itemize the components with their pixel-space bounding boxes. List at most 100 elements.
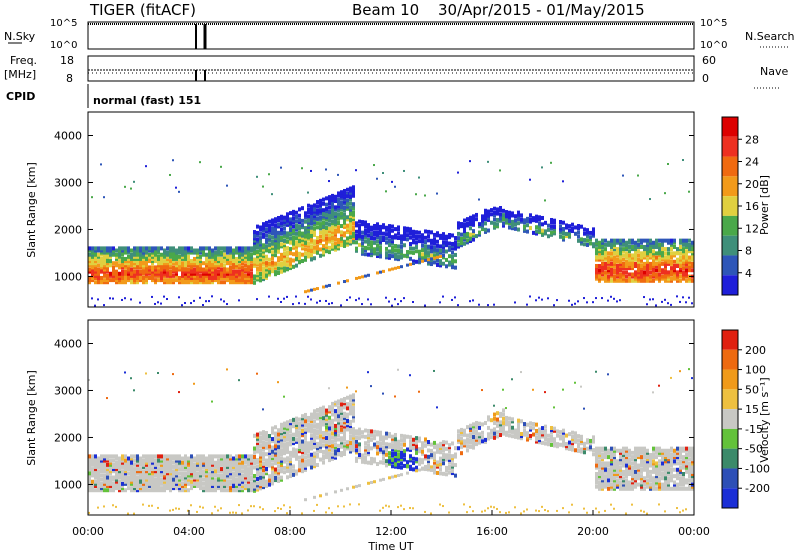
- heatmap-cell: [346, 224, 349, 228]
- heatmap-cell: [322, 454, 325, 458]
- heatmap-cell: [334, 424, 337, 428]
- heatmap-cell: [262, 267, 265, 271]
- heatmap-cell: [331, 226, 334, 230]
- heatmap-cell: [478, 439, 481, 443]
- heatmap-cell: [430, 449, 433, 453]
- heatmap-cell: [295, 215, 298, 219]
- heatmap-cell: [553, 219, 556, 223]
- heatmap-cell: [598, 264, 601, 268]
- heatmap-cell: [550, 218, 553, 222]
- heatmap-cell: [106, 463, 109, 467]
- heatmap-cell: [277, 468, 280, 472]
- heatmap-cell: [166, 298, 168, 300]
- heatmap-cell: [220, 507, 222, 509]
- heatmap-cell: [655, 272, 658, 276]
- heatmap-cell: [679, 256, 682, 260]
- heatmap-cell: [154, 278, 157, 282]
- heatmap-cell: [457, 446, 460, 450]
- heatmap-cell: [649, 298, 651, 300]
- heatmap-cell: [682, 270, 685, 274]
- heatmap-cell: [148, 276, 151, 280]
- heatmap-cell: [97, 268, 100, 272]
- heatmap-cell: [436, 193, 438, 195]
- heatmap-cell: [454, 474, 457, 478]
- heatmap-cell: [298, 430, 301, 434]
- heatmap-cell: [337, 198, 340, 202]
- heatmap-cell: [244, 263, 247, 267]
- heatmap-cell: [385, 190, 387, 192]
- heatmap-cell: [241, 461, 244, 465]
- heatmap-cell: [97, 507, 99, 509]
- heatmap-cell: [148, 246, 151, 250]
- heatmap-cell: [523, 422, 526, 426]
- heatmap-cell: [343, 412, 346, 416]
- heatmap-cell: [286, 246, 289, 250]
- heatmap-cell: [313, 409, 316, 413]
- heatmap-cell: [325, 511, 327, 513]
- heatmap-cell: [295, 240, 298, 244]
- heatmap-cell: [385, 297, 387, 299]
- heatmap-cell: [430, 254, 433, 258]
- heatmap-cell: [124, 186, 126, 188]
- heatmap-cell: [292, 258, 295, 262]
- heatmap-cell: [103, 473, 106, 477]
- heatmap-cell: [388, 476, 391, 479]
- heatmap-cell: [463, 219, 466, 223]
- heatmap-cell: [139, 246, 142, 250]
- heatmap-cell: [586, 239, 589, 243]
- heatmap-cell: [544, 391, 546, 393]
- heatmap-cell: [364, 229, 367, 233]
- heatmap-cell: [670, 247, 673, 251]
- heatmap-cell: [175, 278, 178, 282]
- heatmap-cell: [622, 253, 625, 257]
- heatmap-cell: [370, 240, 373, 244]
- heatmap-cell: [127, 486, 130, 490]
- heatmap-cell: [397, 506, 399, 508]
- heatmap-cell: [364, 275, 367, 278]
- heatmap-cell: [283, 230, 286, 234]
- heatmap-cell: [394, 252, 397, 256]
- heatmap-cell: [454, 240, 457, 244]
- heatmap-cell: [112, 482, 115, 486]
- heatmap-cell: [628, 239, 631, 243]
- heatmap-cell: [334, 490, 337, 493]
- heatmap-cell: [607, 251, 610, 255]
- heatmap-cell: [130, 188, 132, 190]
- heatmap-cell: [391, 464, 394, 468]
- heatmap-cell: [451, 255, 454, 259]
- heatmap-cell: [493, 304, 495, 306]
- heatmap-cell: [604, 247, 607, 251]
- heatmap-cell: [556, 299, 558, 301]
- heatmap-cell: [466, 221, 469, 225]
- heatmap-cell: [289, 419, 292, 423]
- heatmap-cell: [328, 195, 331, 199]
- heatmap-cell: [475, 213, 478, 217]
- heatmap-cell: [337, 221, 340, 225]
- heatmap-cell: [430, 230, 433, 234]
- heatmap-cell: [415, 234, 418, 238]
- heatmap-cell: [283, 239, 286, 243]
- heatmap-cell: [298, 460, 301, 464]
- heatmap-cell: [400, 245, 403, 249]
- heatmap-cell: [286, 296, 288, 298]
- heatmap-cell: [598, 447, 601, 451]
- heatmap-cell: [202, 482, 205, 486]
- heatmap-cell: [493, 417, 496, 421]
- heatmap-cell: [262, 186, 264, 188]
- heatmap-cell: [364, 435, 367, 439]
- heatmap-cell: [676, 247, 679, 251]
- heatmap-cell: [601, 447, 604, 451]
- heatmap-cell: [382, 507, 384, 509]
- heatmap-cell: [616, 258, 619, 262]
- heatmap-cell: [97, 263, 100, 267]
- heatmap-cell: [511, 426, 514, 430]
- heatmap-cell: [343, 240, 346, 244]
- heatmap-cell: [556, 510, 558, 512]
- heatmap-cell: [592, 435, 595, 439]
- heatmap-cell: [592, 448, 595, 452]
- heatmap-cell: [247, 488, 250, 492]
- heatmap-cell: [319, 239, 322, 243]
- heatmap-cell: [421, 260, 424, 263]
- heatmap-cell: [190, 480, 193, 484]
- heatmap-cell: [430, 257, 433, 260]
